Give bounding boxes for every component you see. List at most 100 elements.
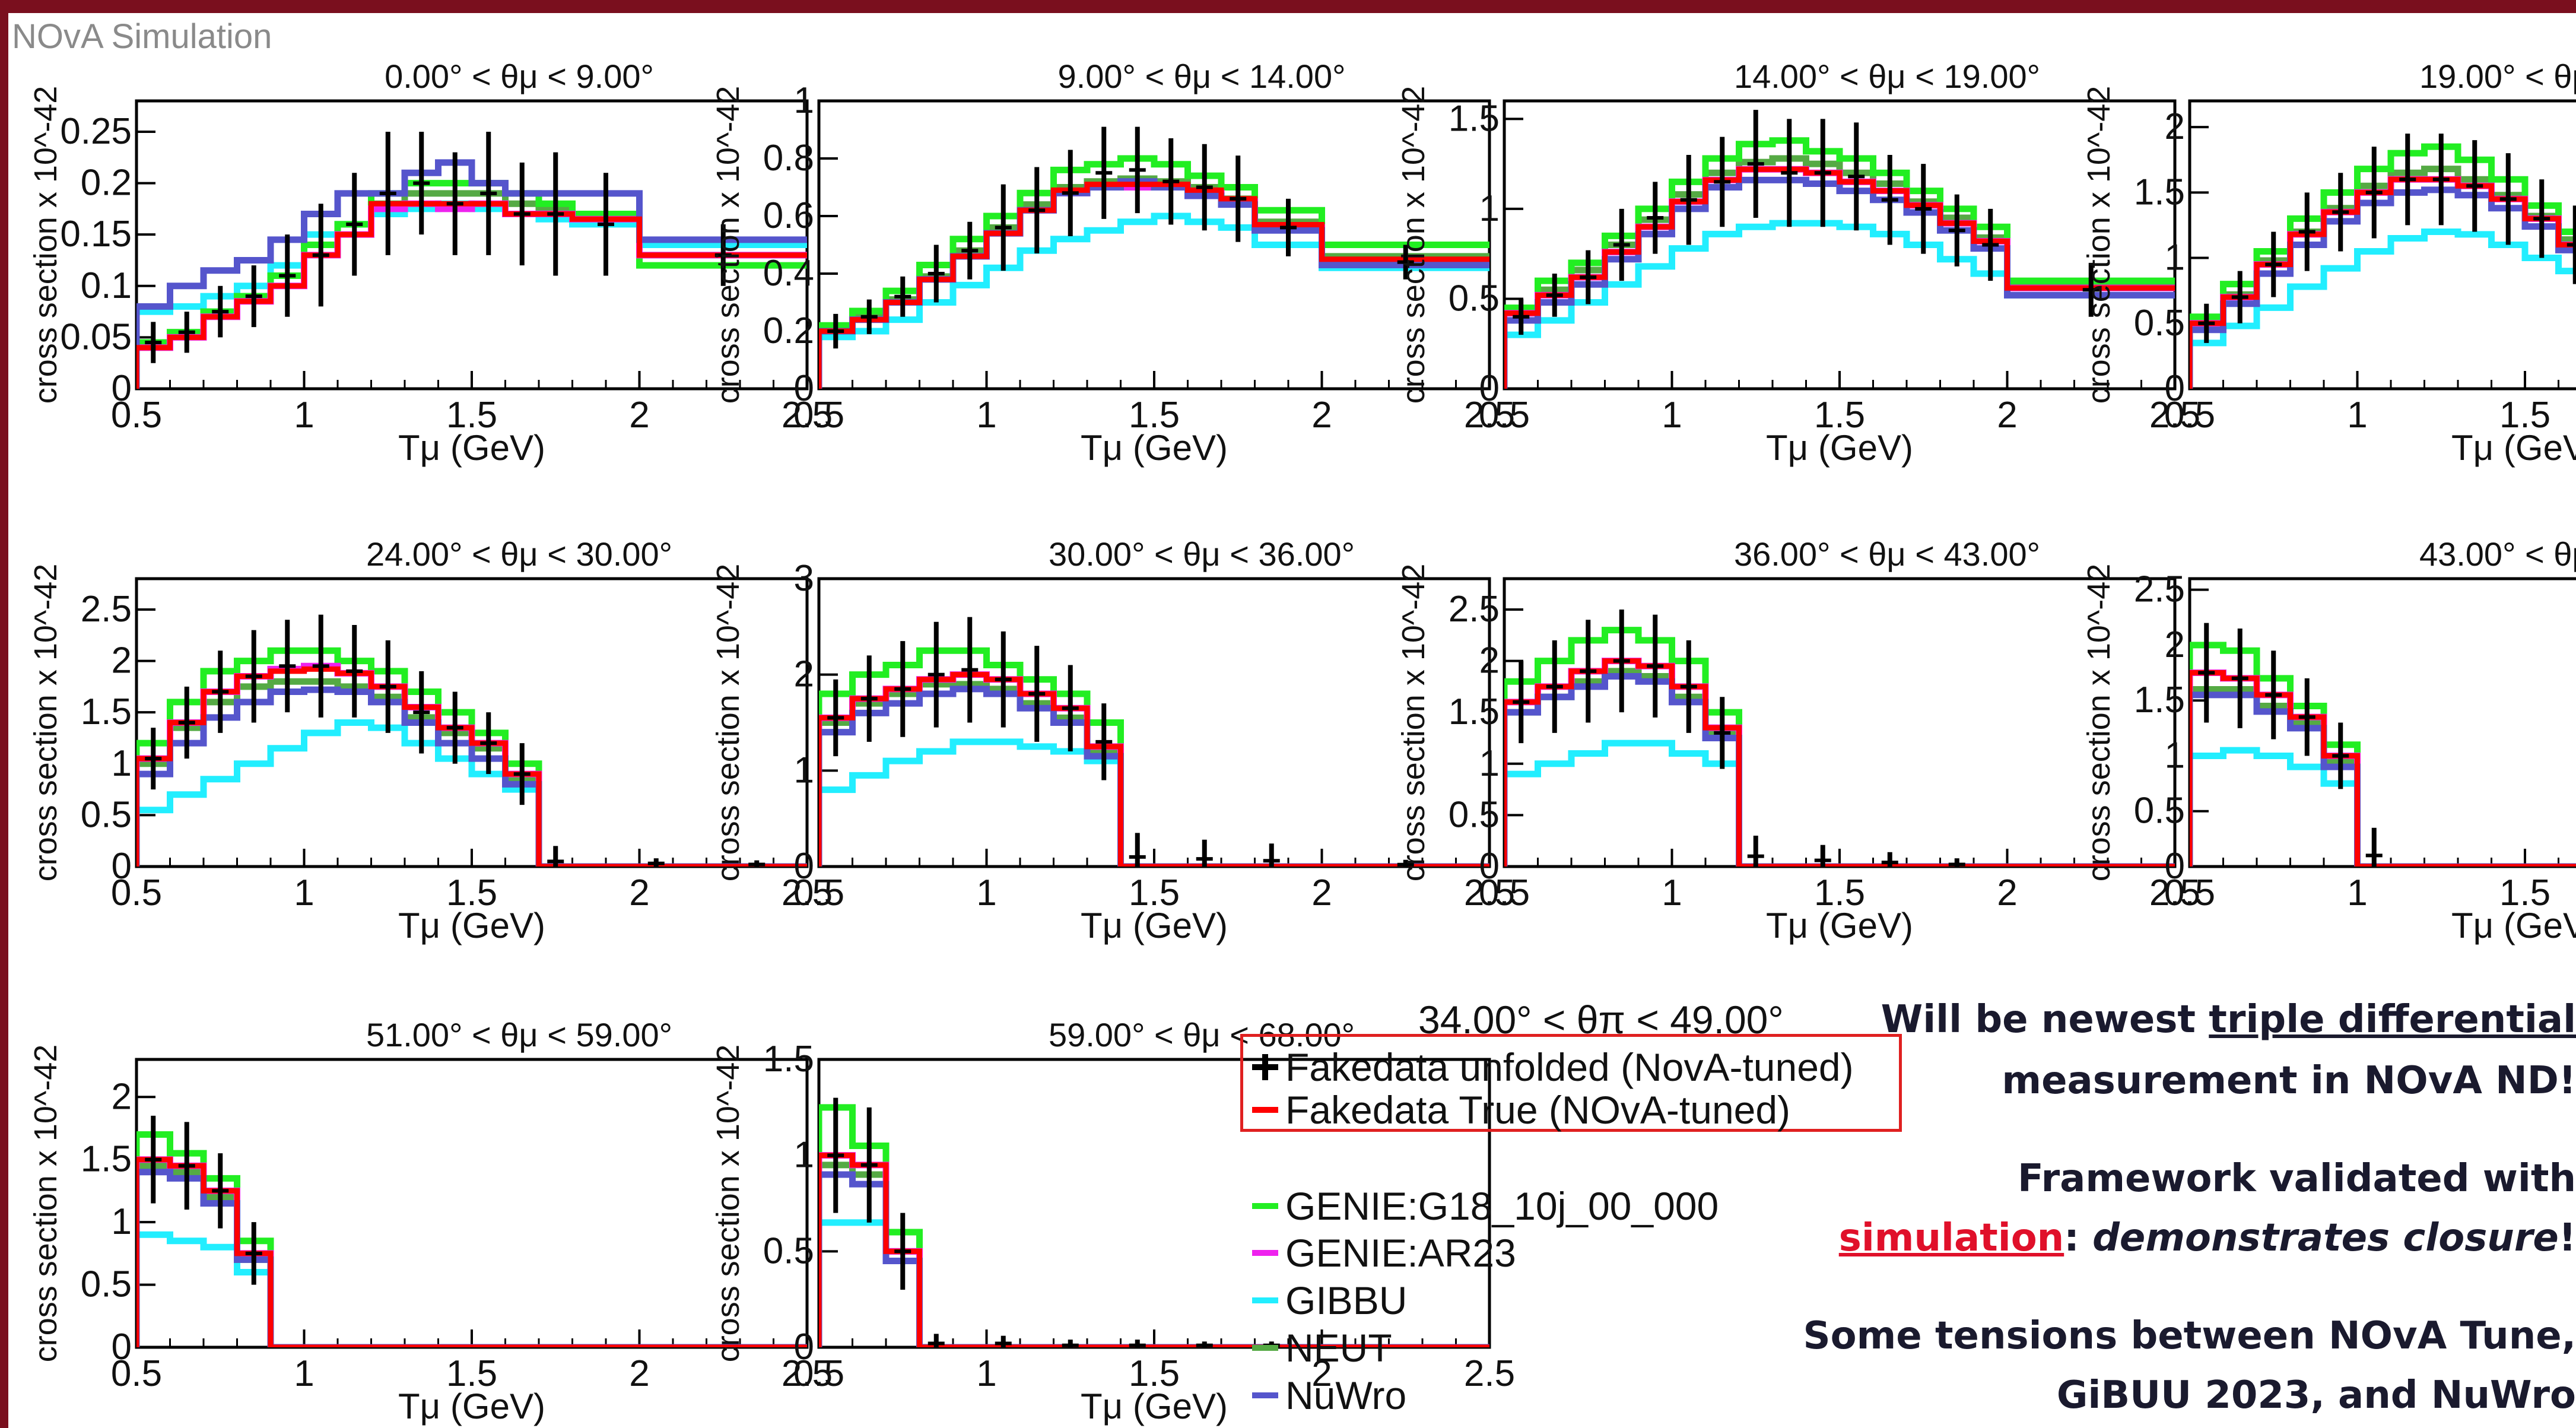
x-tick-label: 1.5 — [446, 872, 497, 913]
y-tick-label: 0.4 — [763, 253, 814, 294]
x-tick-label: 1.5 — [1814, 395, 1865, 436]
series-group — [1504, 609, 2175, 867]
x-axis-label: Tμ (GeV) — [398, 428, 545, 468]
plot-frame — [2188, 577, 2576, 868]
chart-panel: 59.00° < θμ < 68.00°cross section x 10^-… — [710, 1016, 1515, 1426]
note-underlined: triple differential — [2209, 998, 2576, 1042]
y-tick-label: 0.2 — [763, 310, 814, 351]
y-axis-label: cross section x 10^-42 — [2081, 564, 2117, 882]
y-axis-label: cross section x 10^-42 — [28, 1045, 63, 1363]
y-tick-label: 0.8 — [763, 138, 814, 179]
note-line-2: measurement in NOvA ND! — [2002, 1059, 2576, 1103]
y-axis-label: cross section x 10^-42 — [28, 86, 63, 404]
series-line — [1504, 673, 2175, 867]
y-tick-label: 2 — [2165, 106, 2185, 147]
series-line — [1504, 658, 2175, 867]
chart-panel: 0.00° < θμ < 9.00° cross section x 10^-42… — [28, 58, 833, 468]
y-tick-label: 1 — [794, 750, 814, 791]
x-tick-label: 2 — [1311, 872, 1332, 913]
note-text: : — [2064, 1216, 2093, 1260]
series-line — [2190, 686, 2576, 867]
x-tick-label: 2.5 — [1464, 395, 1515, 436]
chart-panel: 19.00° < θμ < 24.00° cross section x 10^-… — [2081, 58, 2576, 468]
x-tick-label: 1 — [976, 1353, 996, 1394]
legend-highlight-box — [1240, 1034, 1902, 1132]
chart-title: 36.00° < θμ < 43.00° — [1734, 535, 2040, 573]
legend-swatch — [1252, 1203, 1278, 1209]
series-group — [819, 126, 1489, 389]
note-line-5: Some tensions between NOvA Tune, — [1803, 1314, 2576, 1358]
y-tick-label: 0 — [2165, 846, 2185, 887]
series-line — [819, 681, 1489, 867]
note-line-1: Will be newest triple differential — [1793, 992, 2576, 1048]
chart-panel: 24.00° < θμ < 30.00° cross section x 10^-… — [28, 535, 833, 945]
chart-panel: 9.00° < θμ < 14.00° cross section x 10^-4… — [710, 58, 1515, 468]
x-tick-label: 2.5 — [2149, 872, 2200, 913]
y-tick-label: 2 — [112, 1076, 132, 1117]
chart-title: 0.00° < θμ < 9.00° — [385, 58, 654, 95]
y-tick-label: 1 — [112, 1201, 132, 1242]
series-line — [819, 738, 1489, 867]
x-tick-label: 2 — [1311, 395, 1332, 436]
y-tick-label: 2 — [112, 640, 132, 681]
x-tick-label: 2.5 — [782, 872, 833, 913]
legend-swatch — [1252, 1107, 1278, 1113]
y-tick-label: 0.25 — [60, 111, 132, 152]
x-axis-label: Tμ (GeV) — [2451, 428, 2576, 468]
series-group — [136, 614, 807, 867]
y-tick-label: 0.1 — [81, 265, 132, 306]
y-tick-label: 0.5 — [763, 1230, 814, 1271]
series-group — [819, 617, 1489, 867]
x-tick-label: 1.5 — [1814, 872, 1865, 913]
y-tick-label: 2 — [2165, 624, 2185, 665]
note-line-6: GiBUU 2023, and NuWro — [2056, 1373, 2576, 1417]
x-tick-label: 0.5 — [2164, 395, 2215, 436]
x-tick-label: 0.5 — [111, 1353, 162, 1394]
x-tick-label: 2 — [1997, 872, 2017, 913]
y-tick-label: 1 — [1479, 188, 1500, 229]
y-tick-label: 0.15 — [60, 214, 132, 255]
x-tick-label: 0.5 — [1479, 872, 1530, 913]
x-tick-label: 2 — [629, 395, 649, 436]
y-tick-label: 1.5 — [81, 1139, 132, 1180]
note-text: Will be newest — [1881, 998, 2209, 1042]
y-tick-label: 1.5 — [2134, 172, 2185, 212]
series-group — [1504, 110, 2175, 389]
legend-label: NuWro — [1285, 1373, 1407, 1417]
y-axis-label: cross section x 10^-42 — [710, 1045, 746, 1363]
chart-title: 51.00° < θμ < 59.00° — [366, 1016, 672, 1053]
chart-title: 43.00° < θμ < 51.00° — [2419, 535, 2576, 573]
series-line — [1504, 220, 2175, 389]
y-tick-label: 1 — [794, 1135, 814, 1176]
series-line — [2190, 186, 2576, 389]
y-axis-label: cross section x 10^-42 — [1396, 564, 1431, 882]
x-axis-label: Tμ (GeV) — [1766, 428, 1913, 468]
legend-swatch — [1252, 1297, 1278, 1303]
y-tick-label: 1 — [2165, 735, 2185, 776]
x-tick-label: 2.5 — [782, 395, 833, 436]
x-tick-label: 2.5 — [2149, 395, 2200, 436]
y-tick-label: 0 — [112, 846, 132, 887]
x-tick-label: 2 — [629, 1353, 649, 1394]
x-tick-label: 0.5 — [793, 1353, 844, 1394]
y-tick-label: 0.5 — [1449, 794, 1500, 835]
x-tick-label: 1 — [976, 395, 996, 436]
legend-label: GENIE:AR23 — [1285, 1231, 1516, 1275]
y-tick-label: 1.5 — [2134, 680, 2185, 721]
x-tick-label: 1 — [1662, 872, 1682, 913]
x-tick-label: 1.5 — [446, 1353, 497, 1394]
y-tick-label: 1.5 — [81, 691, 132, 732]
chart-panel: 51.00° < θμ < 59.00° cross section x 10^-… — [28, 1016, 833, 1426]
note-simulation-link: simulation — [1838, 1216, 2064, 1260]
legend-label: Fakedata unfolded (NovA-tuned) — [1285, 1045, 1854, 1089]
x-tick-label: 1 — [294, 1353, 314, 1394]
y-tick-label: 0 — [794, 1327, 814, 1367]
y-tick-label: 1 — [794, 80, 814, 121]
x-tick-label: 0.5 — [111, 872, 162, 913]
series-line — [1504, 627, 2175, 867]
x-tick-label: 0.5 — [793, 395, 844, 436]
y-tick-label: 0 — [1479, 368, 1500, 409]
simulation-label: NOvA Simulation — [12, 17, 272, 56]
x-tick-label: 1.5 — [1129, 395, 1180, 436]
chart-panel: 36.00° < θμ < 43.00° cross section x 10^-… — [1396, 535, 2200, 945]
